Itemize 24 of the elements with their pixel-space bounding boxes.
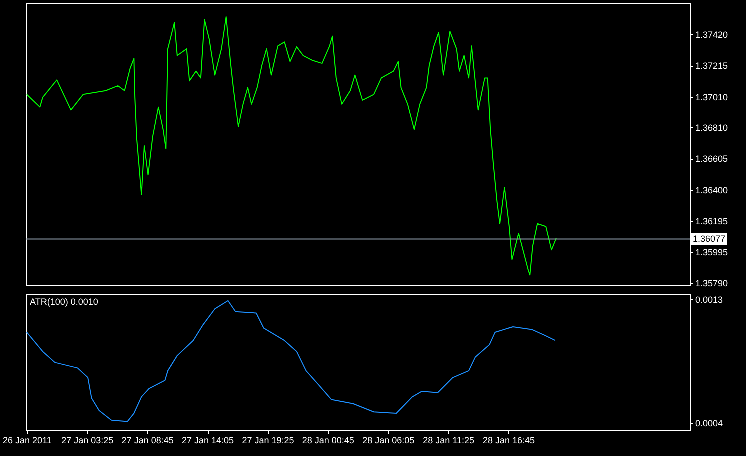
x-tick-label: 27 Jan 08:45 — [122, 436, 174, 446]
x-tick-label: 27 Jan 14:05 — [182, 436, 234, 446]
y-tick-label: 0.0013 — [696, 294, 724, 305]
x-tick-label: 28 Jan 06:05 — [362, 436, 415, 446]
y-tick-label: 1.36195 — [696, 216, 728, 227]
x-tick-label: 28 Jan 11:25 — [423, 436, 474, 446]
ref-line-label: 1.36077 — [693, 234, 726, 244]
line-series — [26, 16, 557, 276]
chart-title: ATR(100) 0.0010 — [30, 297, 98, 307]
y-tick-label: 1.37010 — [696, 92, 728, 102]
x-tick-label: 27 Jan 03:25 — [62, 436, 114, 446]
y-tick-label: 1.37420 — [696, 30, 728, 40]
y-tick-label: 1.36810 — [696, 122, 728, 133]
y-tick-label: 1.36400 — [696, 185, 728, 196]
x-tick-label: 28 Jan 16:45 — [482, 436, 536, 446]
y-tick-label: 1.35995 — [696, 247, 728, 258]
y-tick-label: 0.0004 — [696, 418, 724, 429]
x-tick-label: 28 Jan 00:45 — [302, 436, 354, 446]
y-tick-label: 1.35790 — [696, 278, 728, 289]
x-tick-label: 26 Jan 2011 — [2, 436, 52, 446]
line-series — [26, 300, 556, 422]
x-tick-label: 27 Jan 19:25 — [242, 436, 294, 446]
y-tick-label: 1.37215 — [696, 61, 728, 72]
y-tick-label: 1.36605 — [696, 154, 728, 164]
